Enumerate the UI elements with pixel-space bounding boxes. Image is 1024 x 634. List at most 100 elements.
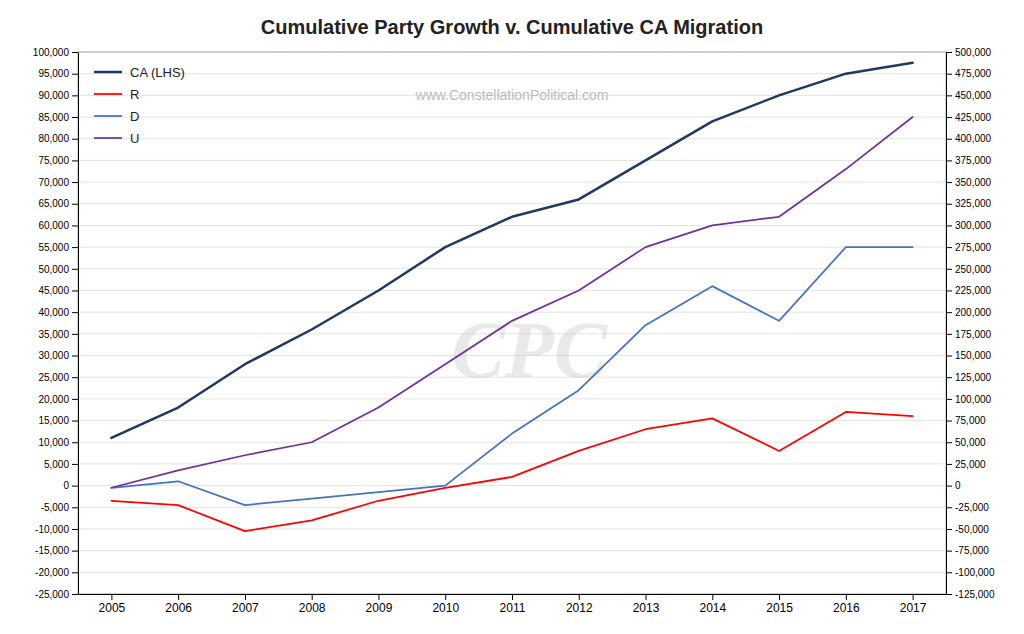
tick: 2014 (699, 594, 726, 615)
tick-label: -5,000 (41, 502, 70, 513)
legend-swatch (94, 71, 122, 74)
annotations: CPC (452, 306, 609, 394)
tick: 2009 (366, 594, 393, 615)
tick-mark (312, 594, 313, 600)
tick-mark (178, 594, 179, 600)
tick-label: 40,000 (38, 307, 69, 318)
tick-mark (946, 182, 952, 183)
grid-line (78, 182, 946, 183)
tick: 0 (63, 480, 78, 491)
legend-swatch (94, 137, 122, 139)
tick-mark (72, 399, 78, 400)
tick-mark (72, 507, 78, 508)
grid-line (78, 528, 946, 529)
tick: 2006 (165, 594, 192, 615)
tick: 2016 (833, 594, 860, 615)
grid-line (78, 160, 946, 161)
tick-label: 45,000 (38, 285, 69, 296)
tick: 375,000 (946, 155, 992, 166)
tick-label: -20,000 (35, 567, 69, 578)
grid-line (78, 398, 946, 399)
tick-label: 2009 (366, 601, 393, 615)
tick-label: 475,000 (955, 68, 992, 79)
tick-mark (946, 74, 952, 75)
tick: 30,000 (38, 350, 78, 361)
tick: 50,000 (38, 264, 78, 275)
tick: 2012 (566, 594, 593, 615)
tick-mark (72, 334, 78, 335)
tick: 60,000 (38, 220, 78, 231)
tick: 15,000 (38, 415, 78, 426)
tick-label: 150,000 (955, 350, 992, 361)
tick: 2013 (633, 594, 660, 615)
tick-label: -25,000 (35, 589, 69, 600)
tick-label: -25,000 (955, 502, 989, 513)
tick-mark (946, 160, 952, 161)
tick: 100,000 (946, 394, 992, 405)
tick-label: -125,000 (955, 589, 995, 600)
legend-item: D (94, 109, 139, 124)
tick-mark (946, 52, 952, 53)
tick-label: 35,000 (38, 329, 69, 340)
grid-line (78, 442, 946, 443)
tick-label: 30,000 (38, 350, 69, 361)
grid-line (78, 225, 946, 226)
tick: 200,000 (946, 307, 992, 318)
tick-label: 5,000 (44, 459, 69, 470)
legend-label: U (130, 131, 139, 146)
tick: 400,000 (946, 133, 992, 144)
tick-mark (946, 507, 952, 508)
tick-label: 2015 (766, 601, 793, 615)
tick-label: 15,000 (38, 415, 69, 426)
tick: 75,000 (946, 415, 986, 426)
tick-mark (946, 312, 952, 313)
tick-label: 70,000 (38, 177, 69, 188)
line-series (111, 412, 912, 531)
axis: -125,000-100,000-75,000-50,000-25,000025… (946, 47, 995, 600)
grid-line (78, 117, 946, 118)
tick-label: 25,000 (38, 372, 69, 383)
tick: 65,000 (38, 198, 78, 209)
tick-mark (72, 551, 78, 552)
watermark-logo: CPC (452, 306, 609, 394)
tick-label: 425,000 (955, 112, 992, 123)
tick: 2005 (99, 594, 126, 615)
tick: -25,000 (946, 502, 989, 513)
tick-label: -10,000 (35, 524, 69, 535)
tick: 40,000 (38, 307, 78, 318)
tick-mark (946, 356, 952, 357)
tick: 70,000 (38, 177, 78, 188)
line-series (111, 247, 912, 505)
tick-mark (946, 225, 952, 226)
axis: -25,000 -20,000 -15,000 -10,000 -5,000 0 5,000… (33, 47, 79, 600)
grid-line (78, 572, 946, 573)
tick: 2015 (766, 594, 793, 615)
axis-line (78, 53, 79, 595)
tick: 500,000 (946, 47, 992, 58)
tick-mark (72, 421, 78, 422)
grid-line (78, 268, 946, 269)
legend: CA (LHS)RDU (94, 65, 185, 146)
tick-mark (646, 594, 647, 600)
grid-line (78, 485, 946, 486)
tick-mark (72, 486, 78, 487)
tick-mark (946, 95, 952, 96)
tick: -50,000 (946, 524, 989, 535)
tick-label: 275,000 (955, 242, 992, 253)
tick: -125,000 (946, 589, 995, 600)
line-series (111, 63, 912, 438)
tick-label: -75,000 (955, 545, 989, 556)
grid-line (78, 550, 946, 551)
tick-mark (72, 160, 78, 161)
tick-label: -15,000 (35, 545, 69, 556)
tick-mark (946, 247, 952, 248)
tick: 2007 (232, 594, 259, 615)
tick: 2010 (432, 594, 459, 615)
grid-line (78, 138, 946, 139)
tick-mark (946, 529, 952, 530)
tick: 45,000 (38, 285, 78, 296)
watermark-text: www.ConstellationPolitical.com (415, 87, 609, 103)
legend-label: D (130, 109, 139, 124)
tick-mark (72, 356, 78, 357)
tick: 425,000 (946, 112, 992, 123)
